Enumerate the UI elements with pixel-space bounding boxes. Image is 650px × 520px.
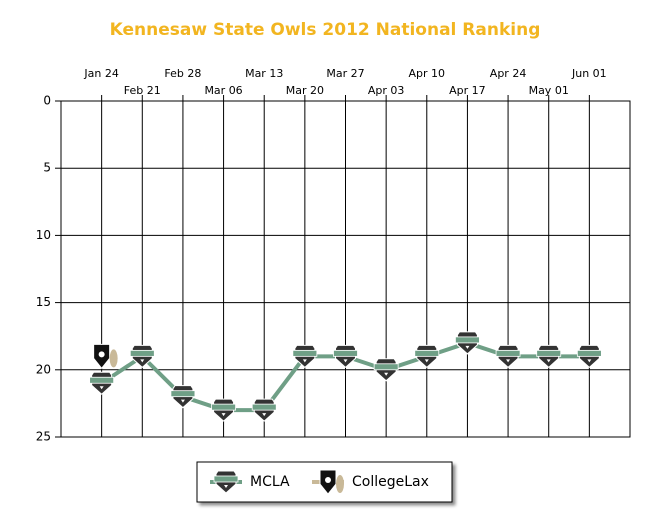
- y-tick-label: 0: [43, 94, 51, 108]
- x-tick-label: Apr 17: [449, 84, 486, 97]
- marker: [414, 344, 440, 369]
- marker-band: [536, 349, 562, 357]
- marker: [333, 344, 358, 369]
- marker-icon: [546, 359, 551, 363]
- x-tick-label: Jun 01: [571, 67, 607, 80]
- marker-icon: [384, 372, 389, 376]
- marker: [373, 358, 399, 382]
- legend-label: MCLA: [250, 474, 290, 490]
- marker: [211, 398, 236, 422]
- marker-icon: [424, 359, 429, 363]
- marker: [495, 344, 521, 369]
- marker-icon: [140, 359, 145, 363]
- x-tick-label: Mar 13: [245, 67, 283, 80]
- marker: [89, 371, 115, 395]
- y-tick-label: 5: [43, 161, 51, 175]
- marker-icon: [465, 345, 470, 349]
- marker-band: [495, 349, 521, 357]
- marker: [93, 343, 118, 370]
- marker-wing: [109, 349, 118, 368]
- chart-title: Kennesaw State Owls 2012 National Rankin…: [110, 20, 541, 40]
- x-tick-label: May 01: [529, 84, 569, 97]
- marker-band: [455, 336, 480, 344]
- x-tick-label: Feb 28: [164, 67, 201, 80]
- marker-band: [213, 475, 239, 483]
- marker: [129, 344, 155, 369]
- x-tick-label: Mar 06: [204, 84, 242, 97]
- y-tick-label: 20: [36, 362, 51, 376]
- marker-band: [170, 390, 196, 398]
- x-tick-label: Apr 10: [409, 67, 446, 80]
- marker-icon: [325, 477, 331, 483]
- marker: [576, 344, 602, 369]
- marker-band: [333, 349, 358, 357]
- marker-icon: [99, 386, 104, 390]
- marker-band: [414, 349, 440, 357]
- marker-band: [89, 376, 115, 384]
- x-tick-label: Feb 21: [124, 84, 161, 97]
- marker-band: [576, 349, 602, 357]
- marker: [455, 331, 480, 355]
- marker-band: [211, 403, 236, 411]
- marker-band: [292, 349, 318, 357]
- marker: [292, 344, 318, 369]
- marker-icon: [343, 359, 348, 363]
- marker: [170, 385, 196, 409]
- marker-icon: [506, 359, 511, 363]
- marker-icon: [98, 351, 105, 358]
- marker-band: [373, 363, 399, 371]
- marker-wing: [336, 475, 344, 493]
- x-tick-label: Mar 27: [326, 67, 364, 80]
- marker-icon: [587, 359, 592, 363]
- x-tick-label: Apr 24: [490, 67, 527, 80]
- marker-icon: [221, 413, 226, 417]
- marker-icon: [224, 485, 228, 488]
- y-tick-label: 15: [36, 295, 51, 309]
- marker: [251, 398, 277, 422]
- x-tick-label: Mar 20: [286, 84, 324, 97]
- x-tick-label: Apr 03: [368, 84, 405, 97]
- y-tick-label: 10: [36, 228, 51, 242]
- marker: [319, 469, 344, 495]
- x-tick-label: Jan 24: [83, 67, 118, 80]
- marker-band: [129, 349, 155, 357]
- y-tick-label: 25: [36, 430, 51, 444]
- marker-icon: [302, 359, 307, 363]
- marker-icon: [180, 399, 185, 403]
- marker-icon: [262, 413, 267, 417]
- marker: [213, 470, 239, 494]
- marker-band: [251, 403, 277, 411]
- marker: [536, 344, 562, 369]
- legend-label: CollegeLax: [352, 474, 429, 490]
